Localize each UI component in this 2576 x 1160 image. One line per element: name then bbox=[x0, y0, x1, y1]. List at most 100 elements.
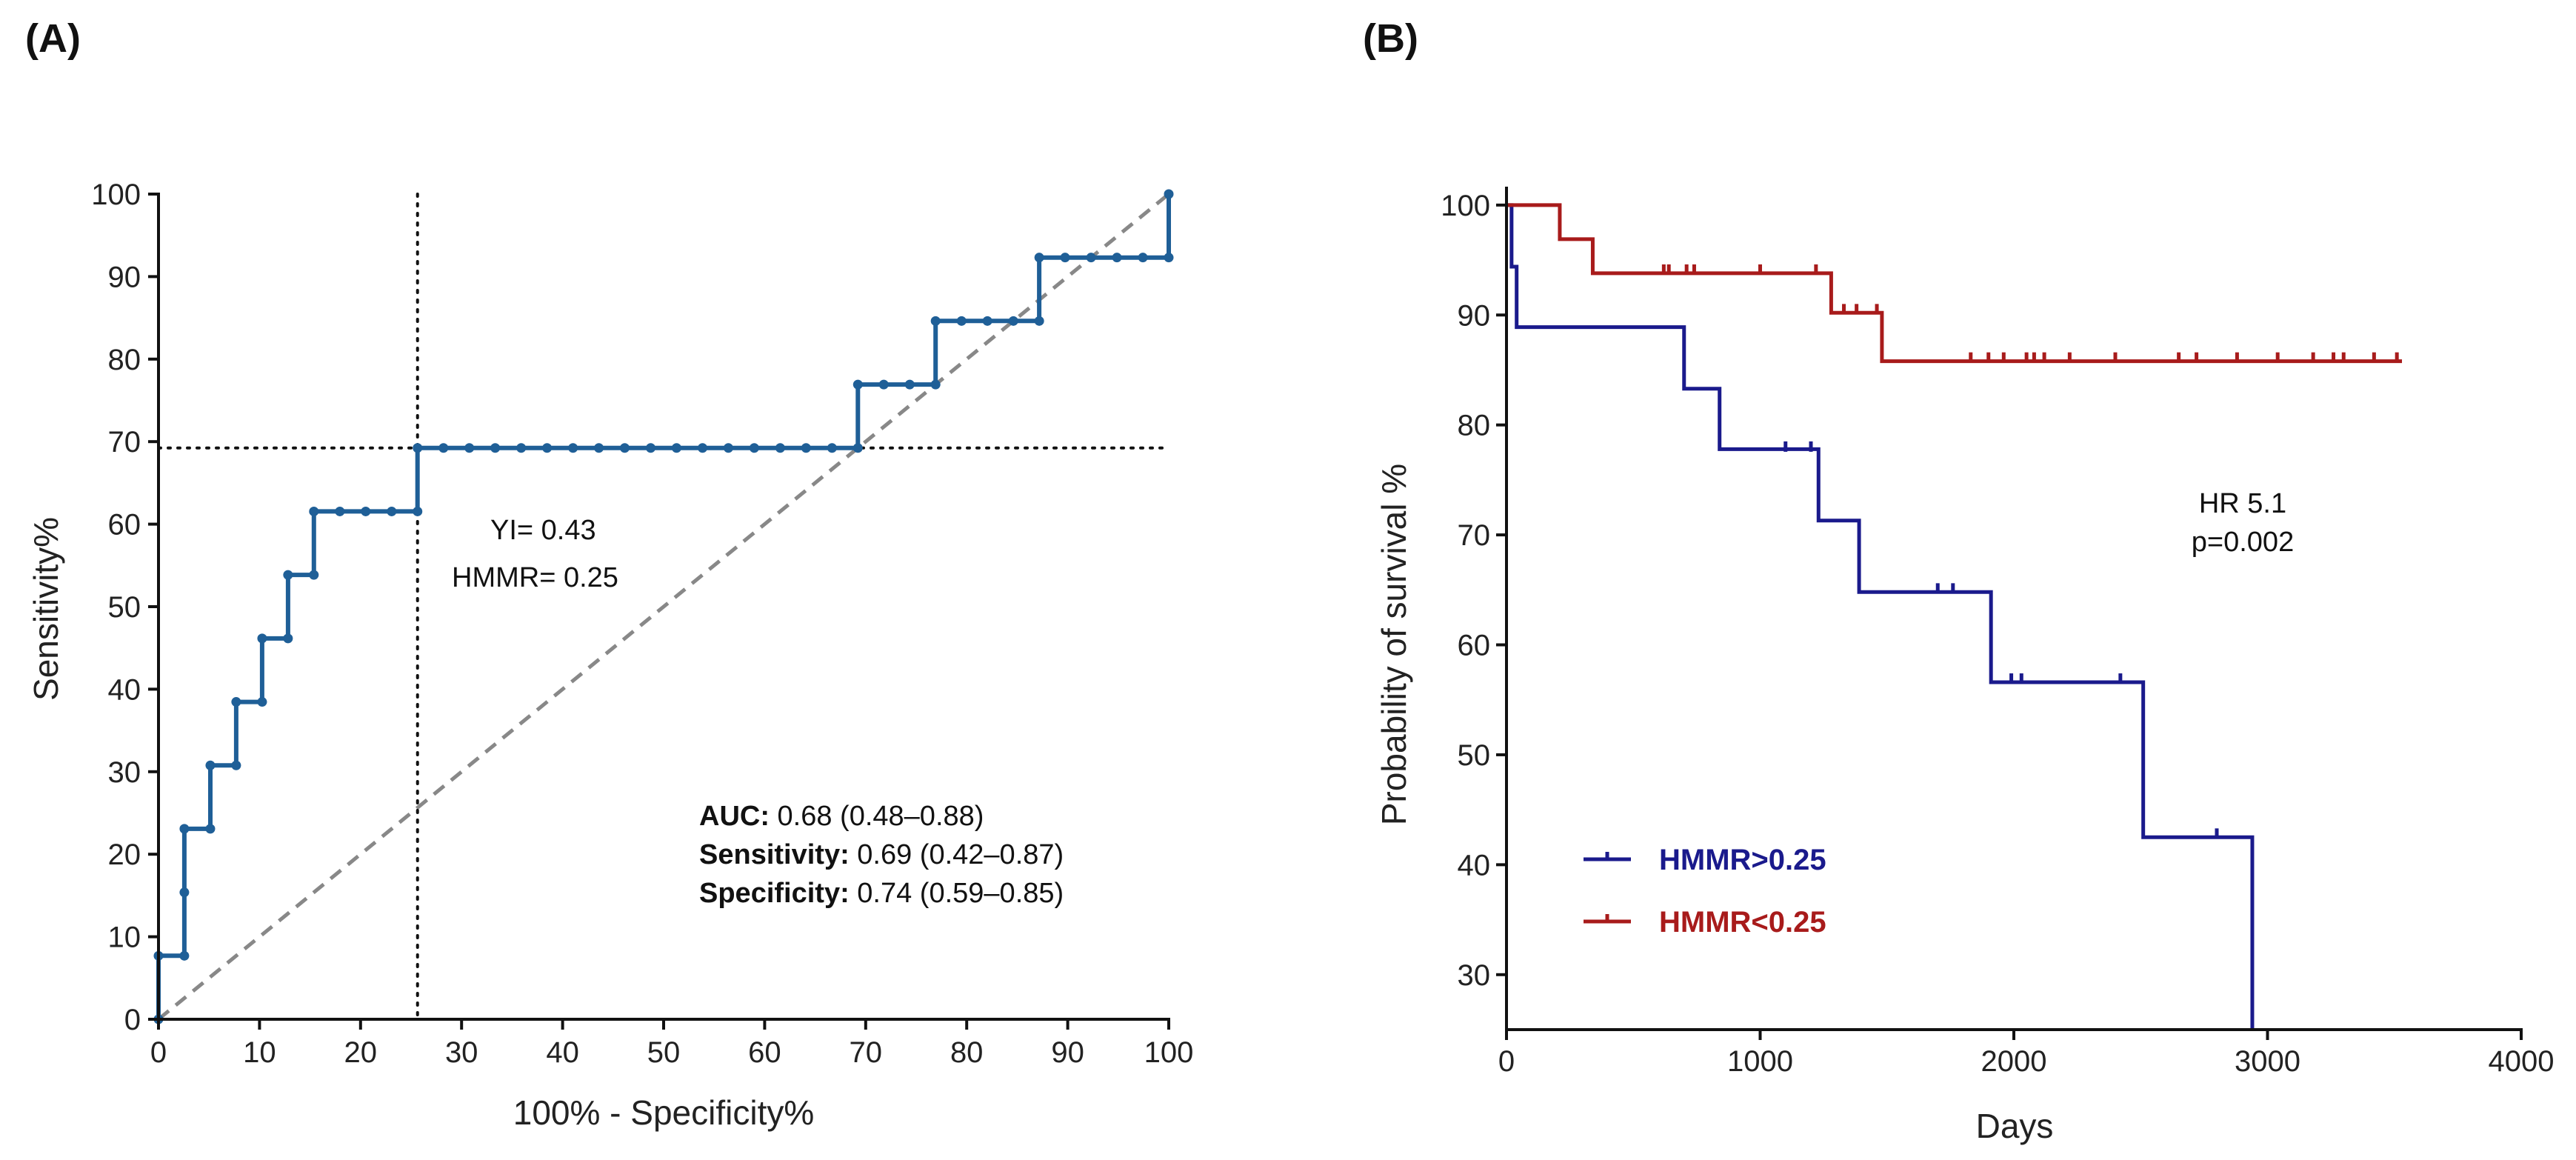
km-curve-high bbox=[1506, 203, 2255, 1030]
roc-point bbox=[619, 443, 630, 453]
km-x-tick-label: 3000 bbox=[2235, 1045, 2300, 1078]
roc-point bbox=[438, 443, 449, 453]
roc-auc-annotation: AUC: 0.68 (0.48–0.88) bbox=[699, 801, 984, 832]
roc-point bbox=[1034, 253, 1044, 263]
legend-label-low: HMMR<0.25 bbox=[1659, 906, 1826, 939]
roc-point bbox=[646, 443, 656, 453]
km-hr-annotation: HR 5.1 bbox=[2199, 488, 2286, 519]
sensitivity-label: Sensitivity: bbox=[699, 839, 850, 870]
sensitivity-value: 0.69 (0.42–0.87) bbox=[850, 839, 1064, 870]
roc-point bbox=[387, 506, 397, 516]
roc-point bbox=[179, 950, 190, 961]
km-x-axis-title: Days bbox=[1976, 1107, 2054, 1145]
roc-point bbox=[231, 697, 241, 707]
km-legend: HMMR>0.25 HMMR<0.25 bbox=[1584, 844, 1826, 939]
km-x-tick-label: 1000 bbox=[1727, 1045, 1793, 1078]
roc-point bbox=[516, 443, 527, 453]
roc-point bbox=[852, 443, 863, 453]
roc-point bbox=[852, 379, 863, 390]
roc-x-tick-label: 50 bbox=[647, 1036, 681, 1069]
roc-point bbox=[335, 506, 345, 516]
roc-y-tick-label: 10 bbox=[108, 921, 141, 954]
roc-ticks: 0 10 20 30 40 50 60 70 80 90 100 0 10 20 30 40 50 60 70 80 9… bbox=[91, 179, 1193, 1069]
roc-x-tick-label: 30 bbox=[445, 1036, 478, 1069]
roc-point bbox=[1164, 253, 1174, 263]
roc-x-tick-label: 10 bbox=[243, 1036, 276, 1069]
roc-y-axis-title: Sensitivity% bbox=[27, 517, 65, 701]
roc-point bbox=[1138, 253, 1148, 263]
roc-point bbox=[257, 633, 267, 644]
km-curve-low bbox=[1506, 203, 2403, 364]
km-y-tick-label: 70 bbox=[1458, 519, 1491, 552]
roc-x-tick-label: 0 bbox=[150, 1036, 167, 1069]
roc-point bbox=[904, 379, 915, 390]
roc-x-axis-title: 100% - Specificity% bbox=[513, 1093, 815, 1132]
km-y-axis-title: Probability of survival % bbox=[1375, 464, 1413, 825]
roc-point bbox=[568, 443, 578, 453]
roc-point bbox=[982, 316, 992, 326]
roc-sensitivity-annotation: Sensitivity: 0.69 (0.42–0.87) bbox=[699, 839, 1064, 870]
roc-y-tick-label: 20 bbox=[108, 839, 141, 871]
roc-y-tick-label: 30 bbox=[108, 756, 141, 789]
roc-point bbox=[827, 443, 837, 453]
roc-cutoff-lines bbox=[157, 193, 1170, 1021]
roc-x-tick-label: 70 bbox=[850, 1036, 883, 1069]
roc-point bbox=[930, 379, 941, 390]
panel-a-label: (A) bbox=[25, 16, 81, 61]
roc-y-tick-label: 90 bbox=[108, 261, 141, 293]
km-x-tick-label: 4000 bbox=[2489, 1045, 2555, 1078]
roc-point bbox=[723, 443, 733, 453]
roc-point bbox=[309, 506, 319, 516]
roc-point bbox=[930, 316, 941, 326]
roc-hmmr-annotation: HMMR= 0.25 bbox=[452, 562, 618, 593]
roc-point bbox=[801, 443, 811, 453]
roc-point bbox=[1086, 253, 1096, 263]
roc-point bbox=[956, 316, 967, 326]
roc-point bbox=[361, 506, 371, 516]
roc-point bbox=[1164, 189, 1174, 199]
specificity-label: Specificity: bbox=[699, 878, 850, 909]
roc-point bbox=[749, 443, 759, 453]
roc-point bbox=[309, 570, 319, 580]
roc-y-tick-label: 40 bbox=[108, 673, 141, 706]
roc-point bbox=[205, 824, 216, 834]
km-y-tick-label: 100 bbox=[1441, 190, 1490, 222]
roc-point bbox=[878, 379, 889, 390]
roc-y-tick-label: 80 bbox=[108, 344, 141, 376]
km-p-annotation: p=0.002 bbox=[2192, 527, 2294, 558]
specificity-value: 0.74 (0.59–0.85) bbox=[850, 878, 1064, 909]
km-y-tick-label: 90 bbox=[1458, 299, 1491, 332]
roc-point bbox=[1008, 316, 1018, 326]
roc-point bbox=[671, 443, 681, 453]
auc-value: 0.68 (0.48–0.88) bbox=[770, 801, 984, 832]
roc-point bbox=[594, 443, 604, 453]
roc-points bbox=[153, 189, 1174, 1024]
roc-point bbox=[231, 760, 241, 770]
km-ticks: 0 1000 2000 3000 4000 30 40 50 60 70 80 90 100 bbox=[1441, 190, 2554, 1078]
roc-y-tick-label: 70 bbox=[108, 426, 141, 459]
km-x-tick-label: 2000 bbox=[1981, 1045, 2047, 1078]
roc-x-tick-label: 20 bbox=[344, 1036, 378, 1069]
roc-specificity-annotation: Specificity: 0.74 (0.59–0.85) bbox=[699, 878, 1064, 909]
roc-point bbox=[1060, 253, 1070, 263]
roc-point bbox=[179, 824, 190, 834]
roc-point bbox=[490, 443, 501, 453]
roc-point bbox=[698, 443, 708, 453]
roc-reference-line bbox=[157, 193, 1170, 1021]
roc-y-tick-label: 100 bbox=[91, 179, 141, 211]
km-y-tick-label: 80 bbox=[1458, 410, 1491, 442]
km-y-tick-label: 40 bbox=[1458, 849, 1491, 881]
roc-y-tick-label: 50 bbox=[108, 591, 141, 624]
roc-point bbox=[257, 697, 267, 707]
roc-x-tick-label: 100 bbox=[1144, 1036, 1194, 1069]
roc-y-tick-label: 60 bbox=[108, 509, 141, 541]
auc-label: AUC: bbox=[699, 801, 770, 832]
roc-point bbox=[775, 443, 785, 453]
km-curves bbox=[1506, 203, 2403, 1030]
panel-b-label: (B) bbox=[1363, 16, 1418, 61]
roc-point bbox=[1034, 316, 1044, 326]
roc-point bbox=[413, 443, 423, 453]
roc-point bbox=[179, 887, 190, 898]
